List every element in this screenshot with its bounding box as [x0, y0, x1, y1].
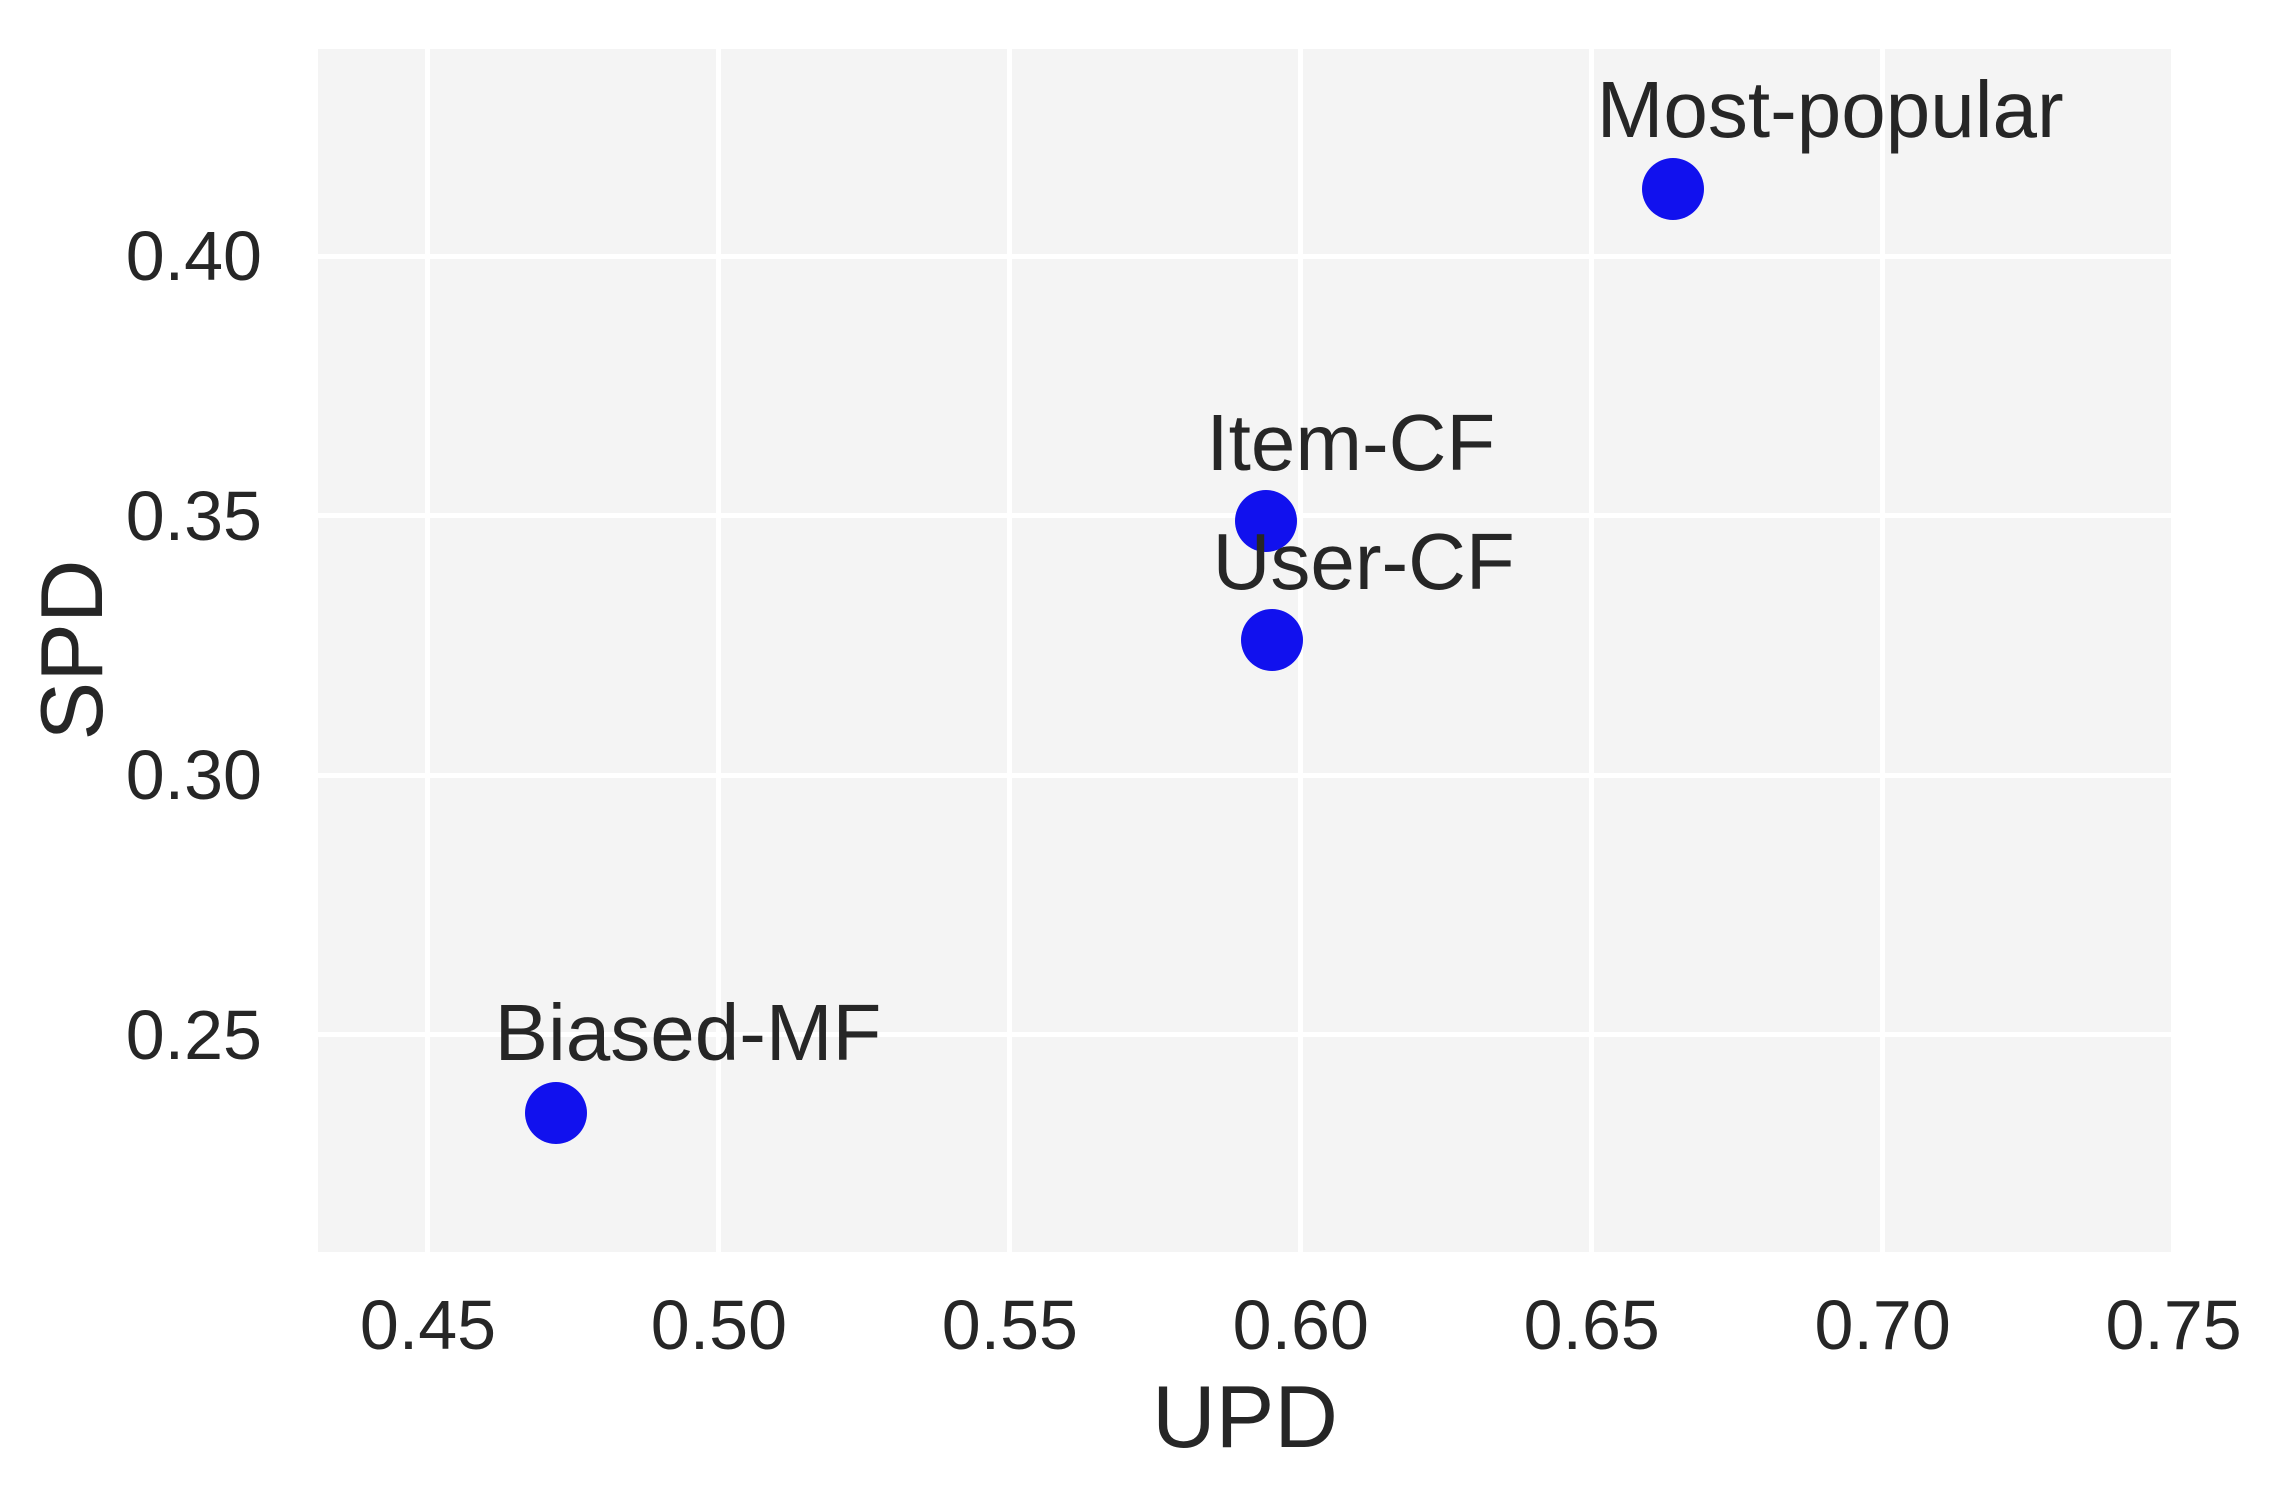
- x-tick-0.75: 0.75: [2105, 1286, 2242, 1364]
- y-tick-0.25: 0.25: [125, 995, 262, 1074]
- x-tick-0.60: 0.60: [1232, 1286, 1369, 1364]
- data-point-biased-mf: [524, 1081, 587, 1144]
- x-tick-0.50: 0.50: [650, 1286, 788, 1364]
- point-label-most-popular: Most-popular: [1596, 64, 2064, 154]
- gridline-x-0.65: [1589, 49, 1595, 1252]
- data-point-user-cf: [1240, 609, 1303, 672]
- point-label-item-cf: Item-CF: [1206, 397, 1496, 487]
- y-tick-0.40: 0.40: [125, 217, 262, 296]
- data-point-most-popular: [1642, 157, 1705, 220]
- x-tick-0.55: 0.55: [941, 1286, 1078, 1364]
- y-tick-0.35: 0.35: [125, 476, 262, 555]
- x-tick-0.45: 0.45: [359, 1286, 497, 1364]
- y-tick-0.30: 0.30: [125, 736, 262, 815]
- data-point-item-cf: [1234, 489, 1297, 552]
- gridline-y-0.40: [318, 253, 2173, 259]
- plot-area: [318, 49, 2173, 1252]
- point-label-user-cf: User-CF: [1212, 517, 1515, 607]
- gridline-y-0.25: [318, 1032, 2173, 1038]
- gridline-y-0.30: [318, 772, 2173, 778]
- gridline-x-0.50: [716, 49, 722, 1252]
- x-tick-0.65: 0.65: [1523, 1286, 1660, 1364]
- gridline-x-0.75: [2171, 49, 2173, 1252]
- gridline-x-0.70: [1880, 49, 1886, 1252]
- y-axis-label: SPD: [22, 559, 121, 741]
- gridline-x-0.55: [1007, 49, 1013, 1252]
- point-label-biased-mf: Biased-MF: [494, 987, 882, 1077]
- gridline-x-0.45: [425, 49, 431, 1252]
- x-tick-0.70: 0.70: [1814, 1286, 1951, 1364]
- x-axis-label: UPD: [1152, 1367, 1338, 1466]
